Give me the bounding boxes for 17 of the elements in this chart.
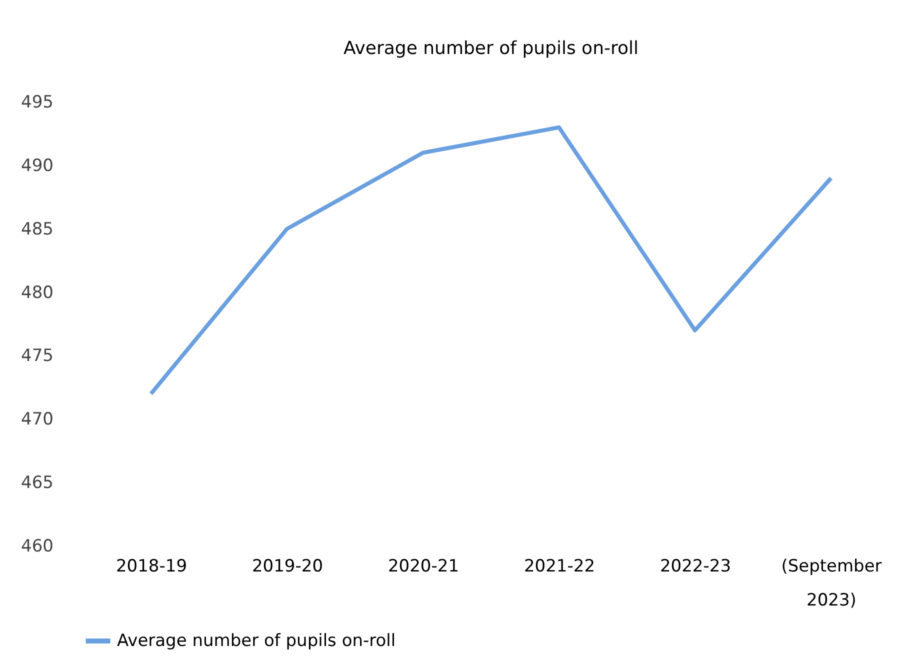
y-tick-label: 475: [21, 346, 54, 366]
x-tick-label: 2021-22: [524, 556, 596, 576]
legend-label: Average number of pupils on-roll: [117, 631, 396, 651]
y-tick-label: 480: [21, 282, 54, 303]
y-tick-label: 485: [21, 219, 54, 240]
y-tick-label: 470: [21, 410, 54, 430]
x-tick-label: 2020-21: [388, 556, 460, 576]
y-tick-label: 465: [21, 473, 54, 494]
x-tick-label: 2022-23: [660, 556, 732, 576]
line-series: [149, 125, 833, 396]
chart-title: Average number of pupils on-roll: [344, 38, 638, 59]
x-tick-label: 2018-19: [116, 556, 188, 576]
y-tick-label: 495: [21, 92, 54, 112]
y-tick-label: 460: [21, 536, 54, 556]
x-tick-label: (September 2023): [781, 556, 882, 610]
x-tick-label: 2019-20: [252, 556, 324, 576]
y-tick-label: 490: [21, 156, 54, 176]
